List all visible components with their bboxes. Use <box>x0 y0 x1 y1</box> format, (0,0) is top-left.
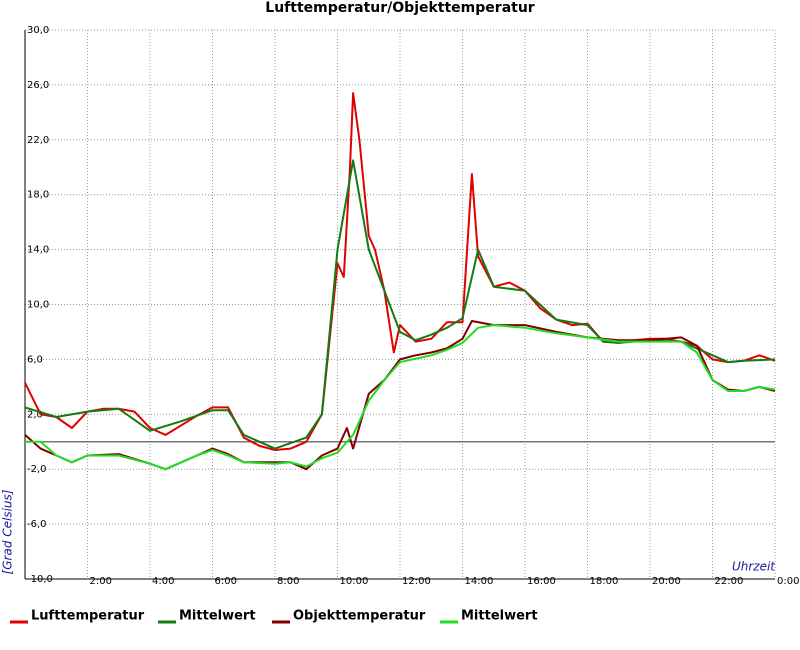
x-tick-label: 4:00 <box>152 576 174 587</box>
legend-label: Mittelwert <box>461 609 538 624</box>
x-tick-label: 14:00 <box>465 576 494 587</box>
y-tick-label: 26,0 <box>27 80 49 91</box>
x-tick-label: 8:00 <box>277 576 299 587</box>
x-tick-label: 10:00 <box>340 576 369 587</box>
y-tick-label: 2,0 <box>27 409 43 420</box>
y-tick-label: 10,0 <box>27 300 49 311</box>
y-tick-label: 6,0 <box>27 354 43 365</box>
x-tick-label: 0:00 <box>777 576 799 587</box>
y-axis-title: [Grad Celsius] <box>1 489 15 574</box>
y-tick-label: 14,0 <box>27 245 49 256</box>
x-tick-label: 2:00 <box>90 576 112 587</box>
series-line <box>24 320 776 471</box>
x-tick-label: 22:00 <box>715 576 744 587</box>
x-axis-title: Uhrzeit <box>732 560 776 574</box>
series-line <box>25 324 776 471</box>
x-tick-label: 20:00 <box>652 576 681 587</box>
legend-label: Objekttemperatur <box>293 609 426 624</box>
legend-label: Lufttemperatur <box>31 609 145 624</box>
x-tick-label: 6:00 <box>215 576 237 587</box>
x-tick-label: 18:00 <box>590 576 619 587</box>
y-tick-label: -2,0 <box>27 464 47 475</box>
y-tick-label: -6,0 <box>27 519 47 530</box>
y-tick-label: 22,0 <box>27 135 49 146</box>
chart-title: Lufttemperatur/Objekttemperatur <box>265 0 535 16</box>
x-tick-label: 12:00 <box>402 576 431 587</box>
legend-label: Mittelwert <box>179 609 256 624</box>
x-tick-label: 16:00 <box>527 576 556 587</box>
y-tick-label: 18,0 <box>27 190 49 201</box>
y-tick-label: 30,0 <box>27 25 49 36</box>
